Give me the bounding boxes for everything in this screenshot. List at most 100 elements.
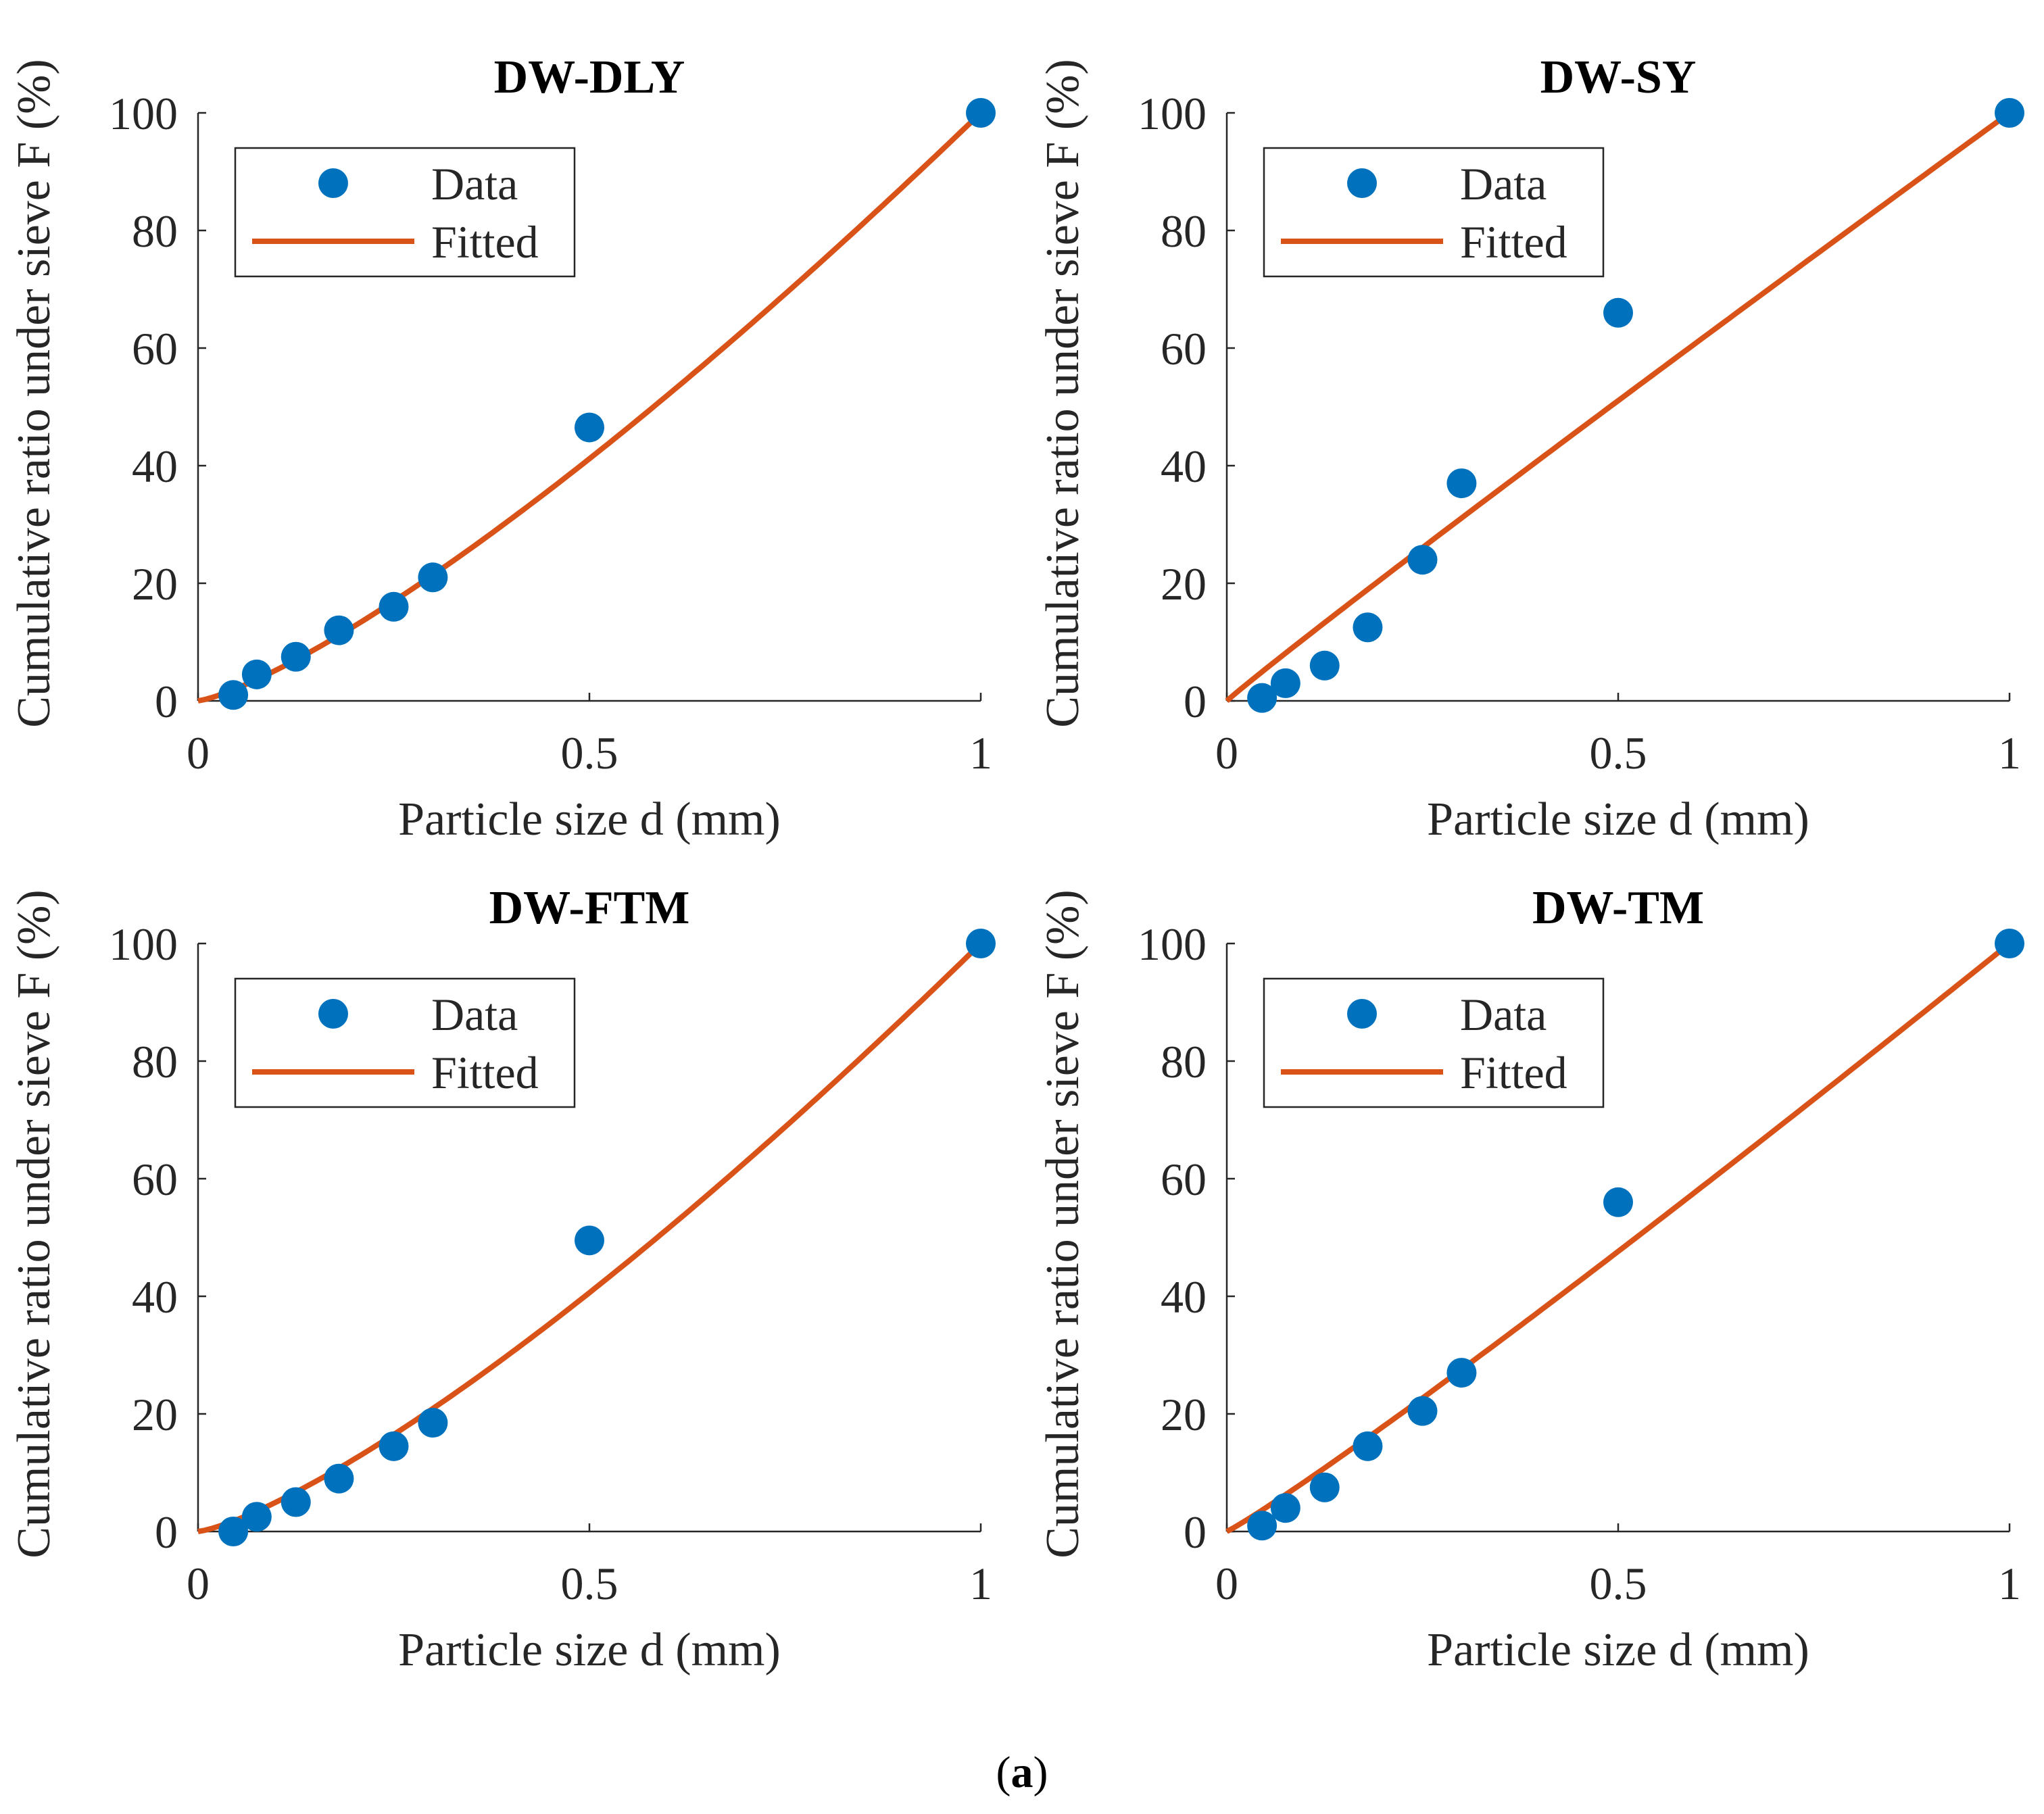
- legend-data-marker: [318, 168, 348, 198]
- y-tick-label: 80: [1161, 1036, 1207, 1087]
- legend-data-label: Data: [431, 158, 518, 210]
- legend: Data Fitted: [234, 147, 576, 278]
- data-point: [1309, 650, 1340, 681]
- legend-data-label: Data: [431, 989, 518, 1040]
- x-tick-label: 0: [1215, 727, 1238, 779]
- data-point: [1603, 1187, 1633, 1217]
- data-point: [281, 641, 311, 672]
- data-point: [1270, 1493, 1300, 1523]
- x-tick-label: 0: [1215, 1558, 1238, 1609]
- legend-data-label: Data: [1460, 989, 1547, 1040]
- data-point: [218, 1517, 249, 1546]
- fitted-curve: [1225, 110, 2012, 704]
- data-point: [966, 929, 996, 958]
- x-tick-label: 0.5: [1590, 1558, 1647, 1609]
- data-point: [1446, 468, 1477, 499]
- legend: Data Fitted: [1263, 147, 1605, 278]
- y-tick-label: 100: [109, 918, 178, 970]
- legend-fitted-label: Fitted: [1460, 216, 1567, 268]
- caption-label: a: [1011, 1748, 1033, 1797]
- y-tick-label: 0: [1184, 676, 1207, 727]
- y-tick-label: 60: [1161, 1154, 1207, 1205]
- fitted-curve: [197, 111, 983, 704]
- data-point: [1446, 1358, 1477, 1388]
- y-tick-label: 40: [1161, 1271, 1207, 1323]
- data-point: [1247, 1511, 1278, 1541]
- legend-fitted-label: Fitted: [431, 1047, 539, 1098]
- data-point: [218, 680, 249, 710]
- legend-fitted-label: Fitted: [1460, 1047, 1567, 1098]
- x-axis-label: Particle size d (mm): [398, 793, 781, 845]
- x-axis-label: Particle size d (mm): [1427, 1624, 1809, 1676]
- y-axis-label: Cumulative ratio under sieve F (%): [1037, 889, 1089, 1558]
- x-tick-label: 0: [187, 727, 210, 779]
- chart-panel-2: 0 20 40 60 80 100 0 0.5 1 DW-SY Particle size d (m…: [1037, 51, 2024, 845]
- y-tick-label: 20: [132, 558, 178, 610]
- legend-box: [1263, 977, 1605, 1108]
- legend-data-label: Data: [1460, 158, 1547, 210]
- data-point: [241, 659, 272, 689]
- y-tick-label: 0: [155, 1506, 178, 1558]
- data-point: [1353, 612, 1383, 643]
- caption-close-paren: ): [1033, 1748, 1048, 1797]
- x-tick-label: 0: [187, 1558, 210, 1609]
- y-tick-label: 60: [132, 1154, 178, 1205]
- legend-box: [1263, 147, 1605, 278]
- data-point: [418, 562, 448, 593]
- y-tick-label: 60: [132, 323, 178, 374]
- data-point: [1995, 929, 2024, 958]
- data-point: [1247, 683, 1278, 713]
- chart-panel-4: 0 20 40 60 80 100 0 0.5 1 DW-TM Particle size d (m…: [1037, 882, 2024, 1676]
- y-tick-label: 40: [132, 441, 178, 492]
- y-tick-label: 80: [132, 1036, 178, 1087]
- y-tick-label: 20: [1161, 558, 1207, 610]
- data-point: [1995, 98, 2024, 128]
- data-point: [1309, 1472, 1340, 1502]
- x-tick-label: 1: [969, 727, 992, 779]
- data-point: [1407, 545, 1438, 575]
- y-tick-label: 100: [1138, 88, 1207, 139]
- data-point: [575, 412, 604, 443]
- y-axis-label: Cumulative ratio under sieve F (%): [8, 59, 60, 727]
- legend-box: [234, 147, 576, 278]
- data-point: [418, 1408, 448, 1438]
- figure-caption: (a): [0, 1747, 2044, 1798]
- data-point: [324, 1463, 354, 1494]
- x-tick-label: 1: [969, 1558, 992, 1609]
- x-tick-label: 0.5: [561, 727, 618, 779]
- y-tick-label: 40: [132, 1271, 178, 1323]
- chart-title: DW-FTM: [489, 882, 690, 934]
- y-axis-label: Cumulative ratio under sieve F (%): [8, 889, 60, 1558]
- y-tick-label: 80: [1161, 205, 1207, 257]
- data-point: [966, 98, 996, 128]
- x-axis-label: Particle size d (mm): [398, 1624, 781, 1676]
- x-tick-label: 0.5: [561, 1558, 618, 1609]
- y-tick-label: 20: [1161, 1389, 1207, 1440]
- chart-title: DW-DLY: [494, 51, 685, 103]
- chart-title: DW-SY: [1540, 51, 1697, 103]
- data-point: [1407, 1396, 1438, 1426]
- data-point: [379, 591, 409, 622]
- y-tick-label: 100: [1138, 918, 1207, 970]
- data-point: [1353, 1431, 1383, 1461]
- chart-panel-3: 0 20 40 60 80 100 0 0.5 1 DW-FTM Particle size d (…: [8, 882, 996, 1676]
- legend-fitted-label: Fitted: [431, 216, 539, 268]
- data-point: [575, 1225, 604, 1256]
- legend-data-marker: [318, 999, 348, 1029]
- y-tick-label: 40: [1161, 441, 1207, 492]
- legend: Data Fitted: [1263, 977, 1605, 1108]
- y-tick-label: 80: [132, 205, 178, 257]
- x-tick-label: 1: [1998, 1558, 2021, 1609]
- y-tick-label: 100: [109, 88, 178, 139]
- x-tick-label: 1: [1998, 727, 2021, 779]
- legend-data-marker: [1347, 168, 1377, 198]
- data-point: [1603, 297, 1633, 328]
- y-tick-label: 20: [132, 1389, 178, 1440]
- x-tick-label: 0.5: [1590, 727, 1647, 779]
- legend-box: [234, 977, 576, 1108]
- data-point: [1270, 668, 1300, 698]
- data-point: [241, 1502, 272, 1532]
- y-tick-label: 0: [1184, 1506, 1207, 1558]
- chart-title: DW-TM: [1532, 882, 1704, 934]
